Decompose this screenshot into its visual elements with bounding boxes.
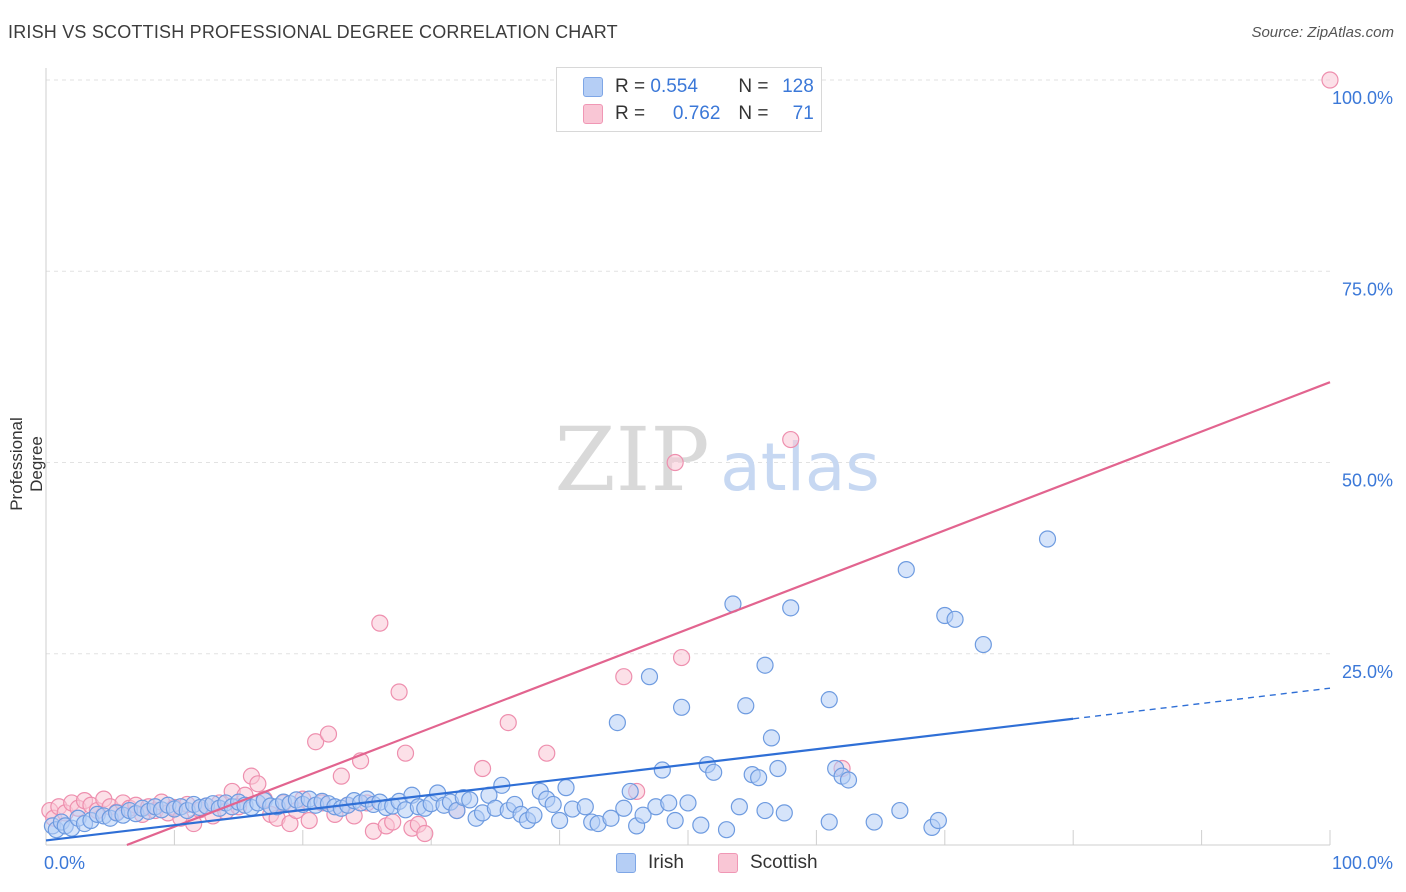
bottom-legend-label-irish: Irish xyxy=(648,852,684,873)
chart-title: IRISH VS SCOTTISH PROFESSIONAL DEGREE CO… xyxy=(8,22,618,42)
irish-point xyxy=(974,635,992,654)
scottish-point xyxy=(371,614,389,632)
scottish-point xyxy=(782,430,800,449)
irish-points xyxy=(43,530,1057,839)
source-label: Source: ZipAtlas.com xyxy=(1251,24,1394,41)
irish-point xyxy=(679,794,697,812)
scottish-point xyxy=(384,813,402,831)
x-tick-label: 0.0% xyxy=(44,853,85,873)
legend-irish-n-value: 128 xyxy=(782,76,814,97)
scottish-point xyxy=(249,775,267,793)
irish-point xyxy=(705,763,723,781)
scottish-point xyxy=(615,668,633,686)
irish-point xyxy=(775,804,793,822)
scottish-point xyxy=(1321,71,1339,89)
irish-point xyxy=(1038,530,1057,548)
trend-lines xyxy=(45,381,1331,847)
legend-irish-n-label: N = xyxy=(738,76,769,97)
irish-point xyxy=(550,811,569,830)
legend-row-irish: R = 0.554 N = 128 xyxy=(583,75,814,99)
scottish-point xyxy=(416,824,434,843)
irish-point xyxy=(608,713,626,732)
scottish-point xyxy=(499,713,517,732)
y-tick-label: 100.0% xyxy=(1332,88,1393,108)
irish-point xyxy=(634,806,652,824)
irish-point xyxy=(897,560,915,579)
scottish-point xyxy=(473,759,492,778)
legend-swatch-scottish xyxy=(583,104,603,124)
y-axis-title: Professional Degree xyxy=(7,417,46,511)
irish-point xyxy=(615,799,633,817)
watermark: ZIP atlas xyxy=(554,408,879,511)
irish-point xyxy=(544,795,562,814)
irish-point xyxy=(621,782,639,801)
irish-point xyxy=(461,791,479,809)
irish-point xyxy=(737,697,755,715)
legend-scottish-r-label: R = xyxy=(615,103,646,124)
legend-scottish-n-label: N = xyxy=(738,103,769,124)
irish-point xyxy=(839,771,858,789)
irish-point xyxy=(525,806,543,824)
irish-point xyxy=(750,769,768,787)
bottom-legend-irish: Irish xyxy=(616,852,684,874)
y-tick-label: 25.0% xyxy=(1342,662,1393,682)
stats-legend: R = 0.554 N = 128 R = 0.762 N = 71 xyxy=(556,67,822,132)
irish-point xyxy=(762,729,781,747)
legend-scottish-r-value: 0.762 xyxy=(672,103,721,124)
y-tick-label: 75.0% xyxy=(1342,279,1393,299)
legend-row-scottish: R = 0.762 N = 71 xyxy=(583,102,814,126)
irish-point xyxy=(756,656,774,674)
watermark-zip: ZIP xyxy=(554,408,709,511)
legend-swatch-irish xyxy=(583,77,603,97)
irish-point xyxy=(576,798,594,816)
scottish-point xyxy=(319,725,338,743)
irish-point xyxy=(782,599,800,617)
x-tick-label: 100.0% xyxy=(1332,853,1393,873)
legend-scottish-n-value: 71 xyxy=(792,103,814,124)
legend-irish-r-value: 0.554 xyxy=(650,76,698,97)
irish-point xyxy=(820,691,838,709)
scottish-point xyxy=(307,733,325,751)
scottish-point xyxy=(666,453,684,472)
irish-point xyxy=(946,610,964,628)
irish-trend-line xyxy=(45,717,1074,842)
irish-point xyxy=(692,816,710,834)
irish-point xyxy=(865,813,883,831)
irish-point xyxy=(820,813,838,831)
irish-point xyxy=(730,798,748,816)
irish-trend-extension xyxy=(1073,687,1331,720)
y-tick-label: 50.0% xyxy=(1342,471,1393,491)
irish-point xyxy=(557,779,575,797)
irish-point xyxy=(672,698,691,716)
bottom-legend-swatch-scottish xyxy=(718,853,738,873)
irish-point xyxy=(660,794,678,812)
scottish-point xyxy=(332,767,350,785)
irish-point xyxy=(666,811,684,830)
tick-labels: 100.0% 75.0% 50.0% 25.0% 0.0% 100.0% xyxy=(44,88,1393,873)
scottish-point xyxy=(390,683,408,701)
irish-point xyxy=(653,761,671,779)
irish-point xyxy=(756,801,774,820)
scottish-point xyxy=(300,811,318,830)
axes-layer xyxy=(45,68,1331,846)
scottish-point xyxy=(396,744,415,762)
irish-point xyxy=(602,809,620,827)
legend-irish-r-label: R = xyxy=(615,76,646,97)
scottish-point xyxy=(538,744,556,762)
irish-point xyxy=(769,759,787,778)
grid-layer xyxy=(46,79,1330,655)
scottish-trend-line xyxy=(126,381,1331,847)
bottom-legend-scottish: Scottish xyxy=(718,852,818,874)
irish-point xyxy=(717,821,736,839)
scottish-point xyxy=(672,648,691,667)
irish-point xyxy=(640,668,659,686)
bottom-legend-swatch-irish xyxy=(616,853,636,873)
watermark-atlas: atlas xyxy=(720,429,880,506)
irish-point xyxy=(929,811,947,830)
bottom-legend-label-scottish: Scottish xyxy=(750,852,818,873)
irish-point xyxy=(891,801,909,820)
